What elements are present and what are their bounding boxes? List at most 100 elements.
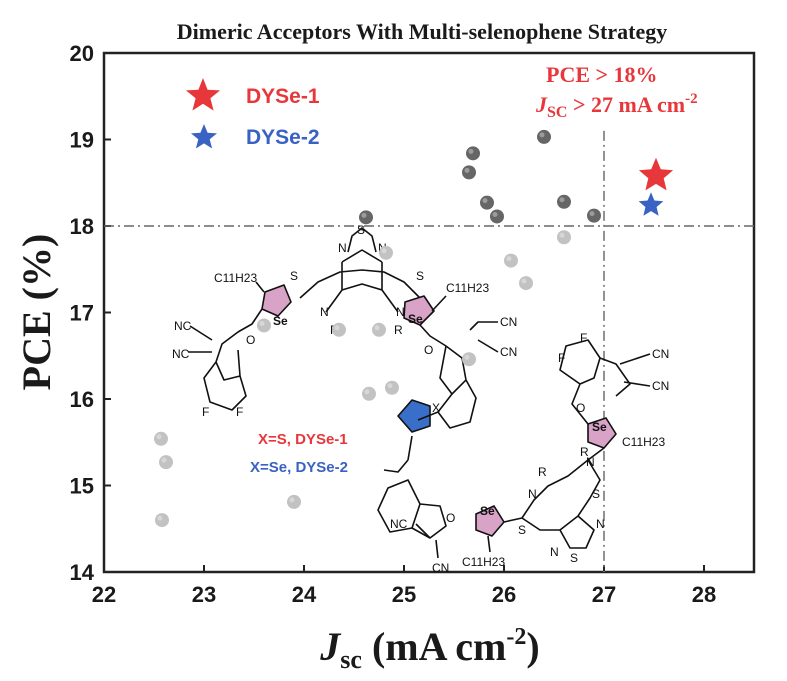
annotation-jsc-rest: > 27 mA cm [567, 92, 685, 117]
se-ring-top-right [403, 295, 435, 326]
x-ring [397, 399, 431, 433]
x-tick-label: 26 [492, 582, 516, 607]
alkyl-label-bottom: C11H23 [462, 555, 505, 569]
y-tick-label: 15 [70, 474, 94, 499]
r-label-right: R [394, 323, 403, 337]
data-point [480, 195, 494, 210]
data-point-highlight [559, 232, 565, 238]
x-tick-label: 23 [192, 582, 216, 607]
x-tick-label: 24 [292, 582, 317, 607]
molecule-structure: Se Se Se Se X N N R R N N R R S S S N N … [172, 223, 669, 575]
se-label-right: Se [592, 420, 607, 434]
n-label-right: N [396, 305, 405, 319]
x-tick-label: 22 [92, 582, 116, 607]
se-ring-bottom [475, 505, 505, 537]
x-tick-label: 27 [592, 582, 616, 607]
cn-label-top-2: CN [500, 345, 517, 359]
right-indanone [559, 339, 631, 425]
r-label-bottom-1: R [538, 465, 547, 479]
data-point-highlight [289, 497, 295, 503]
data-point [155, 513, 169, 528]
data-point [462, 165, 476, 180]
x-s-label: X=S, DYSe-1 [258, 431, 348, 448]
y-axis-label: PCE (%) [14, 234, 59, 391]
f-label-left-1: F [202, 405, 209, 419]
x-axis-label-sup: -2 [506, 624, 526, 650]
x-axis-label-sub: sc [340, 645, 362, 674]
annotation-pce: PCE > 18% [546, 62, 658, 87]
annotation-jsc-sub: SC [547, 104, 567, 121]
annotation-jsc-sup: -2 [685, 91, 698, 107]
x-tick-label: 25 [392, 582, 416, 607]
se-ring-right [587, 417, 617, 449]
data-point-highlight [464, 167, 470, 173]
cn-label-bottom: CN [432, 561, 449, 575]
annotation-jsc: JSC > 27 mA cm-2 [535, 91, 698, 121]
nc-label-left-2: NC [172, 347, 190, 361]
bottom-left-indanone [377, 479, 447, 539]
data-point-highlight [334, 325, 340, 331]
data-point-highlight [468, 148, 474, 154]
data-point-highlight [464, 354, 470, 360]
f-label-left-2: F [236, 405, 243, 419]
y-tick-label: 17 [70, 301, 94, 326]
o-label-left: O [246, 333, 255, 347]
y-tick-label: 14 [70, 560, 95, 585]
alkyl-label-top-right: C11H23 [446, 281, 489, 295]
s-label-bottom-1: S [518, 523, 526, 537]
annotation-jsc-j: J [535, 92, 548, 117]
legend-star-dyse2 [191, 124, 217, 149]
y-tick-label: 16 [70, 387, 94, 412]
data-point [159, 455, 173, 470]
data-point [287, 494, 301, 509]
data-point-highlight [482, 198, 488, 204]
x-tick-label: 28 [692, 582, 716, 607]
data-point-highlight [361, 212, 367, 218]
data-point-highlight [506, 256, 512, 262]
x-label: X [432, 401, 440, 415]
nc-label-bottom: NC [390, 517, 408, 531]
cn-bonds-left [188, 325, 213, 353]
x-se-label: X=Se, DYSe-2 [250, 459, 348, 476]
n-label-bottom-1: N [528, 487, 537, 501]
cn-bonds-bottom [415, 523, 439, 559]
data-point [462, 352, 476, 367]
data-point [490, 209, 504, 224]
n-label-left: N [320, 305, 329, 319]
n-label-thiadiazole-1: N [338, 241, 347, 255]
data-point-highlight [259, 320, 265, 326]
data-point-highlight [157, 515, 163, 521]
x-axis-label-rest: (mA cm [362, 624, 506, 669]
o-label-bottom: O [446, 511, 455, 525]
data-point [359, 210, 373, 225]
se-label-top-right: Se [408, 312, 423, 326]
data-point-highlight [374, 325, 380, 331]
cn-label-right-1: CN [652, 347, 669, 361]
se-label-bottom: Se [480, 504, 495, 518]
se-label-left: Se [273, 314, 288, 328]
data-point [379, 245, 393, 260]
star-point-dyse-1 [638, 157, 674, 191]
legend-label-dyse2: DYSe-2 [246, 126, 320, 149]
bottom-alkyl-bond [487, 535, 491, 553]
data-point [257, 318, 271, 333]
data-point [587, 208, 601, 223]
data-point-highlight [492, 211, 498, 217]
data-point-highlight [387, 383, 393, 389]
o-label-right: O [576, 401, 585, 415]
data-point [332, 322, 346, 337]
data-point-highlight [539, 132, 545, 138]
x-axis-label-j: J [319, 624, 342, 669]
data-point-highlight [156, 434, 162, 440]
data-point [372, 322, 386, 337]
left-arm-bonds [203, 308, 263, 411]
data-point [154, 431, 168, 446]
core-top-bonds [299, 249, 421, 313]
right-arm-bonds [419, 324, 477, 429]
cn-bonds-right [619, 353, 651, 387]
n-label-thiadiazole-3: N [596, 517, 605, 531]
data-point [557, 230, 571, 245]
data-point [362, 386, 376, 401]
s-label-top-1: S [290, 269, 298, 283]
